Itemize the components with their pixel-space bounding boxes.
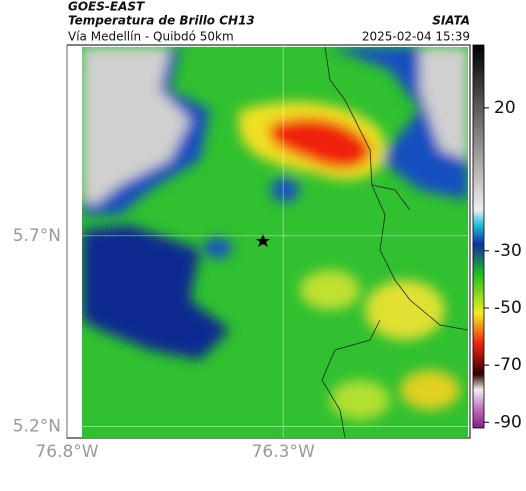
x-tick-label: 76.3°W <box>252 442 315 462</box>
colorbar-tick-label: -90 <box>494 412 522 432</box>
org: SIATA <box>432 14 470 28</box>
colorbar <box>472 44 485 429</box>
colorbar-tick-label: -30 <box>494 241 522 261</box>
map-image <box>82 47 468 438</box>
colorbar-tick-label: -70 <box>494 355 522 375</box>
subtitle: Vía Medellín - Quibdó 50km <box>68 30 234 44</box>
colorbar-tick-label: 20 <box>494 98 516 118</box>
source: GOES-EAST <box>68 0 145 14</box>
y-tick-label: 5.7°N <box>13 226 61 246</box>
city-marker <box>256 234 270 247</box>
datetime: 2025-02-04 15:39 <box>362 30 470 44</box>
colorbar-tick-label: -50 <box>494 298 522 318</box>
y-tick-label: 5.2°N <box>13 417 61 437</box>
title: Temperatura de Brillo CH13 <box>68 14 255 28</box>
x-tick-label: 76.8°W <box>35 442 98 462</box>
